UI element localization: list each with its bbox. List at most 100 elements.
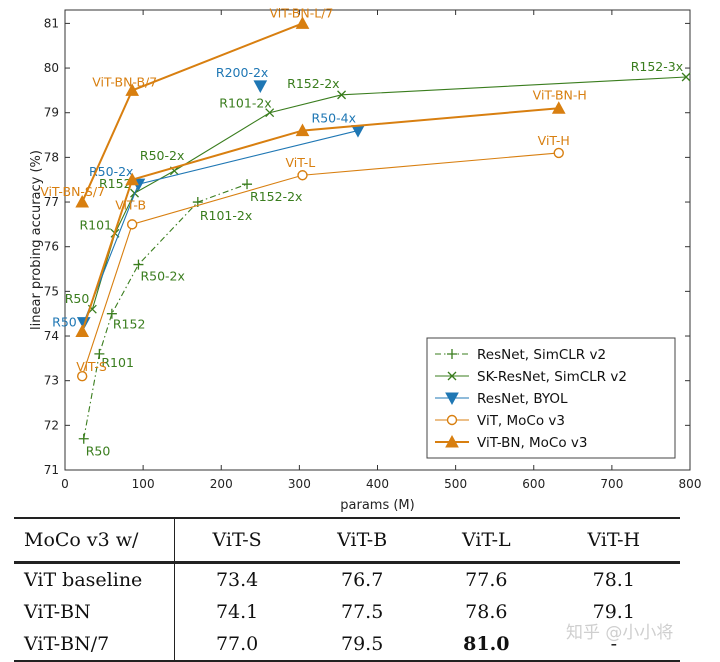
table-cell: - — [547, 628, 680, 662]
watermark: 知乎 @小小将 — [566, 623, 674, 643]
header-cell: ViT-S — [174, 517, 300, 564]
point-label: R101 — [79, 217, 112, 232]
point-label: ViT-H — [538, 133, 570, 148]
data-point — [551, 101, 566, 114]
data-point — [125, 83, 140, 96]
point-label: ViT-BN-B/7 — [92, 74, 157, 89]
x-tick-label: 600 — [522, 477, 545, 491]
point-label: R152 — [99, 176, 132, 191]
point-label: ViT-BN-S/7 — [40, 184, 105, 199]
series-line — [81, 152, 559, 377]
table-cell: 74.1 — [215, 601, 259, 623]
point-label: R101-2x — [219, 96, 271, 111]
x-tick-label: 100 — [132, 477, 155, 491]
table-header-row: MoCo v3 w/ ViT-S ViT-B ViT-L ViT-H — [14, 517, 680, 564]
point-label: R50 — [86, 444, 111, 459]
y-tick-label: 81 — [44, 16, 59, 30]
y-tick-label: 77 — [44, 195, 59, 209]
y-tick-label: 71 — [44, 463, 59, 477]
point-label: R152-3x — [631, 59, 683, 74]
data-point — [126, 219, 138, 230]
y-tick-label: 80 — [44, 61, 59, 75]
table-row: ViT-BN 74.1 77.5 78.6 79.1 — [14, 596, 680, 628]
table-row: ViT baseline 73.4 76.7 77.6 78.1 — [14, 562, 680, 596]
data-point — [553, 147, 564, 159]
point-label: R50-2x — [89, 164, 133, 179]
legend-label: ViT-BN, MoCo v3 — [477, 435, 588, 451]
data-point — [125, 172, 140, 186]
point-label: R101 — [101, 355, 134, 370]
x-tick-label: 200 — [210, 477, 233, 491]
series-line — [81, 107, 559, 332]
x-axis-label: params (M) — [340, 498, 414, 513]
data-point — [76, 371, 88, 382]
point-label: R101-2x — [200, 208, 252, 223]
legend-marker — [447, 349, 457, 359]
y-tick-label: 79 — [44, 106, 59, 120]
row-label: ViT baseline — [14, 562, 175, 596]
legend-label: ResNet, SimCLR v2 — [477, 347, 606, 363]
point-label: R50-4x — [312, 111, 356, 126]
data-point — [94, 348, 105, 359]
row-label: ViT-BN/7 — [14, 628, 175, 662]
point-label: R152 — [113, 317, 146, 332]
legend-label: ResNet, BYOL — [477, 391, 568, 407]
point-label: ViT-S — [76, 359, 107, 374]
y-tick-label: 72 — [44, 418, 59, 432]
point-label: ViT-B — [115, 197, 146, 212]
table-cell: 77.6 — [465, 569, 508, 591]
legend-marker — [446, 414, 458, 426]
header-cell: ViT-H — [547, 517, 680, 564]
series-line — [83, 130, 359, 323]
point-label: R152-2x — [287, 76, 339, 91]
data-point — [75, 324, 90, 338]
data-point — [337, 90, 347, 100]
table-cell: 78.1 — [592, 569, 635, 591]
y-tick-label: 73 — [44, 374, 59, 388]
legend-marker — [447, 371, 457, 381]
x-tick-label: 800 — [679, 477, 702, 491]
data-point — [295, 16, 310, 29]
table-cell: 76.7 — [340, 569, 384, 591]
data-point — [265, 108, 275, 118]
header-cell: ViT-B — [299, 517, 426, 564]
y-tick-label: 74 — [44, 329, 59, 343]
legend-marker — [445, 434, 459, 448]
point-label: R152-2x — [250, 189, 302, 204]
x-tick-label: 0 — [61, 477, 69, 491]
table-cell: 78.6 — [465, 601, 508, 623]
data-point — [78, 433, 89, 444]
x-tick-label: 400 — [366, 477, 389, 491]
data-point — [295, 123, 310, 137]
legend-label: SK-ResNet, SimCLR v2 — [477, 369, 627, 385]
header-cell: MoCo v3 w/ — [14, 517, 175, 564]
row-label: ViT-BN — [14, 596, 175, 628]
header-cell: ViT-L — [425, 517, 548, 564]
table-cell: 79.1 — [592, 601, 635, 623]
point-label: ViT-BN-H — [533, 87, 587, 102]
legend-marker — [445, 392, 459, 406]
y-tick-label: 75 — [44, 284, 59, 298]
series-line — [83, 183, 248, 439]
point-label: R200-2x — [216, 65, 268, 80]
point-label: R50 — [65, 291, 90, 306]
point-label: R50-2x — [140, 269, 184, 284]
x-tick-label: 500 — [444, 477, 467, 491]
table-cell: 77.5 — [340, 601, 384, 623]
y-tick-label: 78 — [44, 150, 59, 164]
table-cell: 77.0 — [174, 628, 300, 662]
data-point — [297, 170, 308, 181]
point-label: ViT-L — [286, 155, 316, 170]
data-point — [133, 259, 144, 270]
data-point — [253, 80, 268, 93]
data-point — [242, 179, 253, 190]
point-label: R50-2x — [140, 148, 184, 163]
legend-label: ViT, MoCo v3 — [477, 413, 565, 429]
y-axis-label: linear probing accuracy (%) — [29, 150, 44, 330]
data-point — [75, 194, 90, 208]
table-cell: 79.5 — [299, 628, 426, 662]
data-point — [106, 308, 117, 319]
x-tick-label: 300 — [288, 477, 311, 491]
point-label: ViT-BN-L/7 — [270, 5, 334, 20]
accuracy-vs-params-chart: 0 100 200 300 400 500 600 700 800 71 72 73 74 75 76 77 7… — [29, 5, 702, 513]
